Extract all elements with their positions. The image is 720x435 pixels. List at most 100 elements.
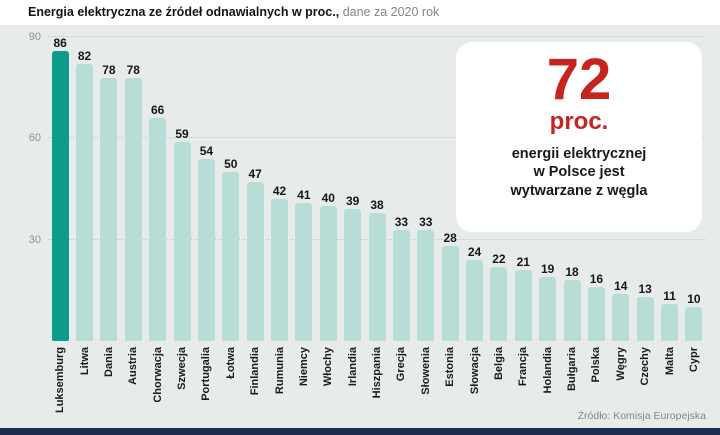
bar-włochy [319,205,337,341]
category-label: Łotwa [224,347,237,379]
category-label: Dania [102,347,115,377]
bar-łotwa [222,172,240,341]
bar-value-label: 13 [638,282,652,297]
bar-value-label: 16 [589,271,604,286]
category-label: Cypr [687,347,700,373]
bar-value-label: 41 [297,187,311,202]
category-label: Irlandia [346,347,359,387]
category-label: Słowenia [419,347,432,395]
bottom-strip [0,428,720,435]
bar-column: 28 Estonia [438,37,462,387]
bar-column: 22 Belgia [487,37,511,380]
bar-value-label: 21 [516,255,530,270]
bar-chorwacja [149,118,167,341]
category-label: Grecja [395,347,408,382]
category-label: Portugalia [200,347,213,401]
category-label: Polska [590,347,603,383]
bar-column: 59 Szwecja [170,37,194,390]
bar-portugalia [197,158,215,341]
callout-number: 72 [546,47,612,112]
bar-value-label: 33 [394,214,409,229]
chart-header: Energia elektryczna ze źródeł odnawialny… [0,0,720,25]
bar-estonia [441,246,459,341]
bar-column: 10 Cypr [682,37,706,372]
bar-value-label: 50 [224,157,238,172]
category-label: Malta [663,347,676,376]
callout-text-line3: wytwarzane z węgla [510,183,648,200]
bar-column: 86 Luksemburg [48,36,72,413]
y-axis-tick-60: 60 [28,132,41,145]
bar-column: 40 Włochy [316,37,340,386]
bar-value-label: 82 [77,49,92,64]
bar-litwa [76,64,94,341]
bar-słowacja [466,259,484,341]
callout-unit: proc. [549,108,609,136]
bar-value-label: 59 [175,126,189,141]
bar-belgia [490,266,508,341]
bar-grecja [392,229,410,341]
callout-text-line1: energii elektrycznej [511,145,647,162]
bar-column: 42 Rumunia [267,37,291,394]
bar-słowenia [417,229,435,341]
bar-dania [100,77,118,341]
callout-poland-coal: 72 proc. energii elektrycznej w Polsce j… [456,42,702,232]
bar-czechy [636,297,654,341]
bar-value-label: 54 [199,143,214,158]
bar-value-label: 18 [565,265,579,280]
bar-column: 13 Czechy [633,37,657,386]
bar-column: 54 Portugalia [194,37,218,401]
bar-value-label: 38 [370,197,384,212]
category-label: Bułgaria [566,347,579,392]
bar-value-label: 14 [614,278,628,293]
bar-column: 24 Słowacja [462,37,486,394]
bar-cypr [685,307,703,341]
gridline-90 [48,36,706,37]
bar-value-label: 66 [151,103,165,118]
category-label: Niemcy [297,347,310,387]
bar-value-label: 42 [272,184,287,199]
bar-value-label: 78 [126,62,140,77]
bar-value-label: 86 [53,36,67,50]
category-label: Finlandia [249,347,262,396]
chart-title: Energia elektryczna ze źródeł odnawialny… [28,5,340,19]
gridline-60 [48,137,706,139]
callout-text: energii elektrycznej w Polsce jest wytwa… [456,145,702,202]
category-label: Austria [127,347,140,385]
bar-hiszpania [368,212,386,341]
category-label: Słowacja [468,347,481,395]
bar-column: 78 Dania [97,37,121,377]
y-axis-tick-90: 90 [28,31,41,43]
category-label: Francja [517,347,530,387]
bar-column: 19 Holandia [536,37,560,393]
category-label: Rumunia [273,347,286,395]
bar-polska [587,286,605,341]
bar-luksemburg [51,51,69,341]
category-label: Szwecja [176,347,189,390]
source-credit: Źródło: Komisja Europejska [577,410,706,422]
bar-value-label: 39 [346,194,360,209]
bar-value-label: 10 [687,292,701,307]
bar-value-label: 19 [541,261,555,276]
bar-francja [514,270,532,341]
bar-szwecja [173,141,191,341]
bar-malta [661,303,679,341]
category-label: Hiszpania [371,347,384,399]
category-label: Włochy [322,347,335,387]
bar-value-label: 47 [248,167,262,182]
bar-column: 41 Niemcy [292,37,316,386]
bar-column: 21 Francja [511,37,535,386]
bar-column: 18 Bułgaria [560,37,584,391]
bar-value-label: 78 [102,62,116,77]
chart-subtitle: dane za 2020 rok [339,5,440,19]
callout-text-line2: w Polsce jest [533,164,625,181]
category-label: Litwa [78,347,91,376]
bar-niemcy [295,202,313,341]
bar-column: 33 Grecja [389,37,413,381]
bar-austria [124,77,142,341]
category-label: Holandia [541,347,554,394]
category-label: Czechy [639,347,652,386]
bar-column: 33 Słowenia [414,37,438,395]
category-label: Węgry [614,347,627,381]
bar-column: 38 Hiszpania [365,37,389,398]
